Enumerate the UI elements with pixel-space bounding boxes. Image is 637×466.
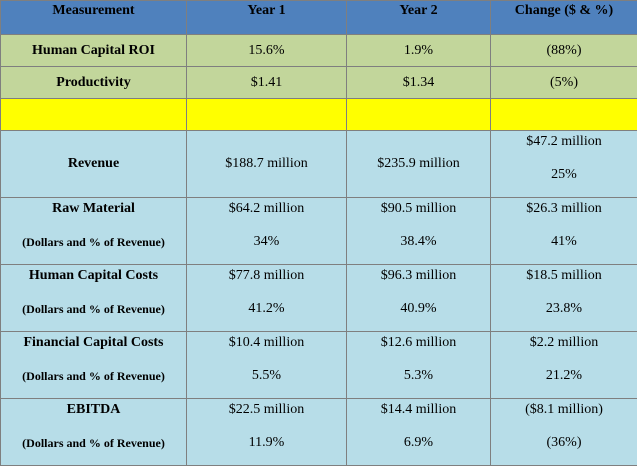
table-row-raw-material: Raw Material (Dollars and % of Revenue) …: [1, 198, 637, 265]
change-amount: $18.5 million: [495, 267, 633, 300]
cell-year-1: $64.2 million 34%: [187, 198, 347, 265]
change-percent: 23.8%: [495, 300, 633, 318]
year-2-percent: 6.9%: [351, 434, 486, 452]
empty-cell: [187, 99, 347, 131]
row-sublabel: (Dollars and % of Revenue): [5, 434, 182, 452]
year-1-percent: 11.9%: [191, 434, 342, 452]
empty-cell: [347, 99, 491, 131]
header-year-1: Year 1: [187, 1, 347, 35]
row-label-cell: Raw Material (Dollars and % of Revenue): [1, 198, 187, 265]
year-1-percent: 34%: [191, 233, 342, 251]
year-2-amount: $12.6 million: [351, 334, 486, 367]
empty-cell: [1, 99, 187, 131]
change-percent: 21.2%: [495, 367, 633, 385]
row-label-cell: EBITDA (Dollars and % of Revenue): [1, 399, 187, 466]
row-label: Revenue: [1, 131, 187, 198]
table-row-financial-capital-costs: Financial Capital Costs (Dollars and % o…: [1, 332, 637, 399]
change-percent: 25%: [495, 166, 633, 184]
change-amount: $2.2 million: [495, 334, 633, 367]
row-label: Financial Capital Costs: [5, 334, 182, 367]
header-change: Change ($ & %): [491, 1, 637, 35]
table-row-productivity: Productivity $1.41 $1.34 (5%): [1, 67, 637, 99]
year-1-amount: $64.2 million: [191, 200, 342, 233]
year-1-amount: $22.5 million: [191, 401, 342, 434]
year-2-percent: 40.9%: [351, 300, 486, 318]
row-sublabel: (Dollars and % of Revenue): [5, 233, 182, 251]
table-row-human-capital-roi: Human Capital ROI 15.6% 1.9% (88%): [1, 35, 637, 67]
change-percent: (36%): [495, 434, 633, 452]
cell-year-2: $12.6 million 5.3%: [347, 332, 491, 399]
year-2-percent: 5.3%: [351, 367, 486, 385]
cell-year-2: $1.34: [347, 67, 491, 99]
change-amount: $26.3 million: [495, 200, 633, 233]
row-sublabel: (Dollars and % of Revenue): [5, 300, 182, 318]
header-row: Measurement Year 1 Year 2 Change ($ & %): [1, 1, 637, 35]
table-row-separator: [1, 99, 637, 131]
cell-year-2: $235.9 million: [347, 131, 491, 198]
year-2-percent: 38.4%: [351, 233, 486, 251]
row-sublabel: (Dollars and % of Revenue): [5, 367, 182, 385]
cell-year-1: $77.8 million 41.2%: [187, 265, 347, 332]
year-2-amount: $14.4 million: [351, 401, 486, 434]
change-amount: $47.2 million: [495, 133, 633, 166]
cell-change: $47.2 million 25%: [491, 131, 637, 198]
row-label: EBITDA: [5, 401, 182, 434]
year-1-amount: $10.4 million: [191, 334, 342, 367]
cell-year-2: $14.4 million 6.9%: [347, 399, 491, 466]
cell-year-1: $10.4 million 5.5%: [187, 332, 347, 399]
cell-change: (88%): [491, 35, 637, 67]
row-label: Raw Material: [5, 200, 182, 233]
row-label-cell: Financial Capital Costs (Dollars and % o…: [1, 332, 187, 399]
row-label: Human Capital ROI: [1, 35, 187, 67]
row-label: Productivity: [1, 67, 187, 99]
row-label-cell: Human Capital Costs (Dollars and % of Re…: [1, 265, 187, 332]
cell-year-2: $96.3 million 40.9%: [347, 265, 491, 332]
table-row-human-capital-costs: Human Capital Costs (Dollars and % of Re…: [1, 265, 637, 332]
change-percent: 41%: [495, 233, 633, 251]
cell-change: (5%): [491, 67, 637, 99]
cell-change: $26.3 million 41%: [491, 198, 637, 265]
table-row-revenue: Revenue $188.7 million $235.9 million $4…: [1, 131, 637, 198]
row-label: Human Capital Costs: [5, 267, 182, 300]
change-amount: ($8.1 million): [495, 401, 633, 434]
year-2-amount: $90.5 million: [351, 200, 486, 233]
cell-change: $18.5 million 23.8%: [491, 265, 637, 332]
year-1-percent: 41.2%: [191, 300, 342, 318]
cell-change: ($8.1 million) (36%): [491, 399, 637, 466]
table-row-ebitda: EBITDA (Dollars and % of Revenue) $22.5 …: [1, 399, 637, 466]
cell-year-2: $90.5 million 38.4%: [347, 198, 491, 265]
cell-change: $2.2 million 21.2%: [491, 332, 637, 399]
year-2-amount: $96.3 million: [351, 267, 486, 300]
header-year-2: Year 2: [347, 1, 491, 35]
cell-year-1: $22.5 million 11.9%: [187, 399, 347, 466]
cell-year-1: 15.6%: [187, 35, 347, 67]
cell-year-1: $188.7 million: [187, 131, 347, 198]
header-measurement: Measurement: [1, 1, 187, 35]
empty-cell: [491, 99, 637, 131]
year-1-amount: $77.8 million: [191, 267, 342, 300]
year-1-percent: 5.5%: [191, 367, 342, 385]
cell-year-2: 1.9%: [347, 35, 491, 67]
cell-year-1: $1.41: [187, 67, 347, 99]
